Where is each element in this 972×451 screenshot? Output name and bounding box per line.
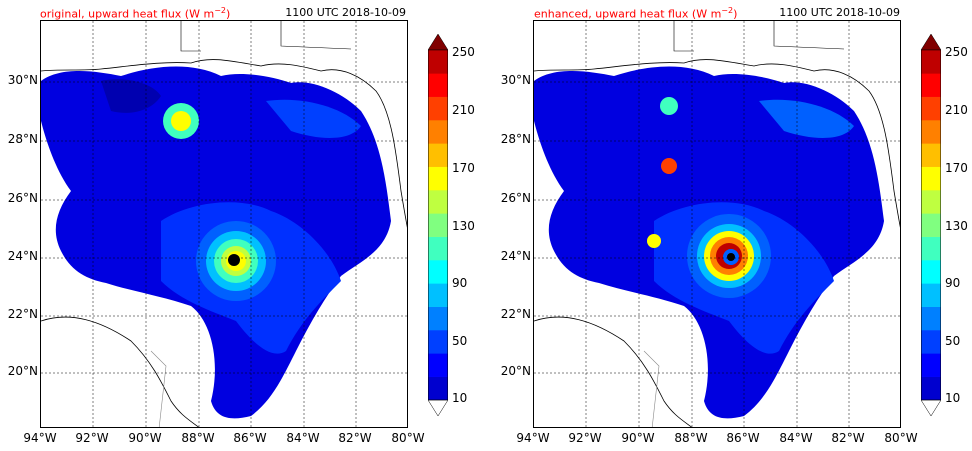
colorbar-segment [921,190,941,214]
left-lon-label: 86°W [233,431,267,445]
left-lat-label: 20°N [7,364,38,378]
right-lat-label: 26°N [500,191,531,205]
right-colorbar-label: 250 [945,45,968,59]
left-lon-label: 90°W [128,431,162,445]
left-lat-label: 28°N [7,132,38,146]
right-colorbar-label: 210 [945,103,968,117]
left-lon-label: 84°W [286,431,320,445]
colorbar-segment [428,213,448,237]
right-lon-label: 84°W [779,431,813,445]
right-colorbar-label: 130 [945,219,968,233]
colorbar-segment [428,236,448,261]
right-lat-label: 28°N [500,132,531,146]
colorbar-segment [428,50,448,74]
colorbar-segment [921,236,941,261]
colorbar-segment [428,376,448,401]
left-colorbar-label: 10 [452,391,468,405]
right-map [533,20,901,428]
colorbar-segment [921,213,941,237]
right-lon-label: 82°W [831,431,865,445]
right-colorbar-label: 170 [945,161,968,175]
colorbar-segment [428,120,448,144]
right-lat-label: 30°N [500,73,531,87]
colorbar-segment [428,143,448,167]
right-lon-label: 92°W [568,431,602,445]
left-lat-label: 24°N [7,249,38,263]
colorbar-segment [921,50,941,74]
right-lon-label: 90°W [621,431,655,445]
colorbar-segment [921,283,941,307]
left-colorbar [428,34,448,416]
right-panel-title: enhanced, upward heat flux (W m−2) [534,6,738,21]
right-lon-label: 86°W [726,431,760,445]
colorbar-segment [428,73,448,97]
left-map [40,20,408,428]
right-lon-label: 80°W [884,431,918,445]
colorbar-min-extension [921,399,941,416]
colorbar-segment [428,330,448,354]
colorbar-segment [921,73,941,97]
colorbar-segment [921,143,941,167]
colorbar-segment [428,166,448,191]
left-lon-label: 82°W [338,431,372,445]
right-lon-label: 94°W [516,431,550,445]
left-colorbar-label: 90 [452,276,468,290]
colorbar-min-extension [428,399,448,416]
colorbar-frame [428,49,448,401]
left-panel-title: original, upward heat flux (W m−2) [40,6,231,21]
right-lat-label: 20°N [500,364,531,378]
left-lon-label: 92°W [75,431,109,445]
left-lat-label: 22°N [7,307,38,321]
colorbar-segment [428,283,448,307]
colorbar-segment [428,96,448,121]
colorbar-segment [921,96,941,121]
left-colorbar-label: 130 [452,219,475,233]
right-lon-label: 88°W [674,431,708,445]
left-colorbar-label: 250 [452,45,475,59]
colorbar-segment [921,166,941,191]
left-colorbar-label: 50 [452,334,468,348]
left-colorbar-label: 210 [452,103,475,117]
colorbar-segment [428,353,448,377]
right-colorbar-label: 10 [945,391,961,405]
colorbar-segment [921,306,941,331]
left-lon-label: 94°W [23,431,57,445]
colorbar-max-extension [428,34,448,51]
left-lon-label: 88°W [181,431,215,445]
colorbar-frame [921,49,941,401]
right-colorbar-label: 90 [945,276,961,290]
colorbar-segment [921,330,941,354]
left-colorbar-label: 170 [452,161,475,175]
colorbar-segment [921,120,941,144]
right-colorbar [921,34,941,416]
colorbar-segment [921,260,941,284]
colorbar-segment [428,306,448,331]
colorbar-segment [921,353,941,377]
right-lat-label: 22°N [500,307,531,321]
right-map-canvas [534,21,900,427]
right-panel-timestamp: 1100 UTC 2018-10-09 [779,6,900,19]
right-colorbar-label: 50 [945,334,961,348]
left-lon-label: 80°W [391,431,425,445]
right-lat-label: 24°N [500,249,531,263]
colorbar-segment [921,376,941,401]
left-panel-timestamp: 1100 UTC 2018-10-09 [285,6,406,19]
left-lat-label: 26°N [7,191,38,205]
colorbar-segment [428,260,448,284]
colorbar-segment [428,190,448,214]
colorbar-max-extension [921,34,941,51]
left-lat-label: 30°N [7,73,38,87]
left-map-canvas [41,21,407,427]
